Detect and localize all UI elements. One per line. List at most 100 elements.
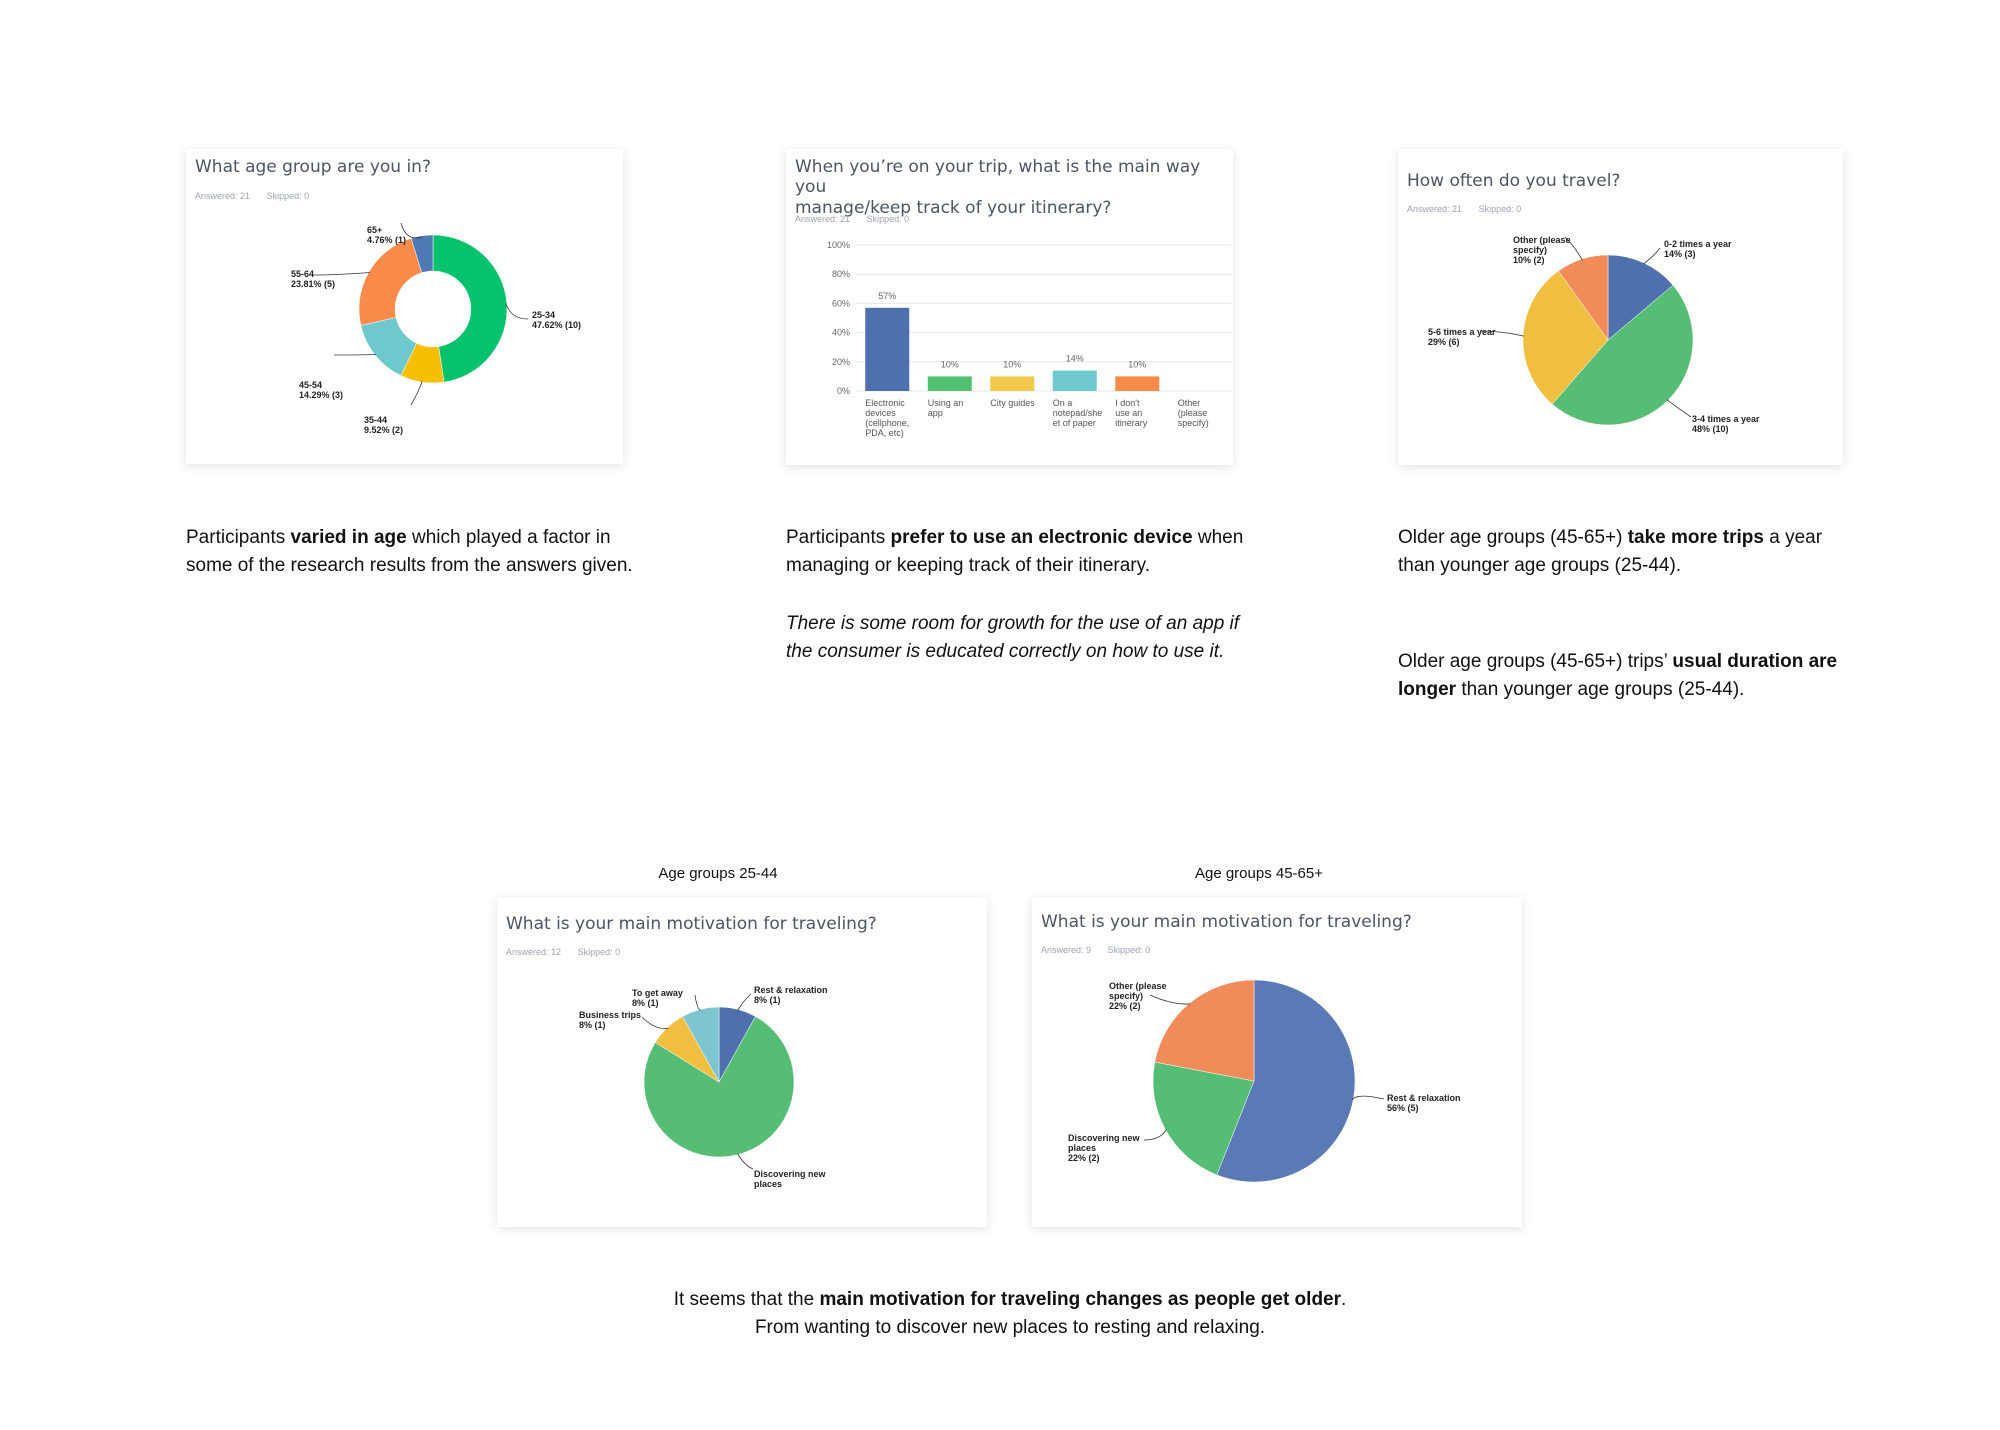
category-label: Other (please specify) [1178, 398, 1209, 428]
itinerary-card: When you’re on your trip, what is the ma… [786, 149, 1233, 465]
y-tick-label: 40% [832, 328, 850, 338]
answered-count: Answered: 21 [795, 214, 851, 224]
skipped-count: Skipped: 0 [577, 947, 621, 957]
category-label: Using an app [928, 398, 964, 418]
duration-insight-bold: usual duration are longer [1398, 651, 1838, 700]
slice-other-please-specify [1154, 979, 1255, 1082]
trips-insight-part2: a year than younger age groups (25-44). [1398, 527, 1823, 576]
duration-insight-part1: Older age groups (45-65+) trips’ [1398, 651, 1673, 672]
answered-count: Answered: 9 [1041, 945, 1092, 955]
leader-line-25-34 [505, 303, 529, 320]
slice-25-34 [432, 234, 508, 383]
slice-rest-relaxation [1216, 979, 1356, 1183]
trips-insight-bold: take more trips [1627, 527, 1764, 548]
slice-label-5-6-times-a-year: 5-6 times a year 29% (6) [1428, 327, 1496, 347]
bar-electronic-devices-cellphone-pda-etc [865, 307, 910, 391]
motivation-young-card: What is your main motivation for traveli… [497, 897, 987, 1227]
leader-line-other-please-specify [1149, 994, 1191, 1005]
itinerary-insight-bold: prefer to use an electronic device [890, 527, 1193, 548]
slice-label-discovering-new-places: Discovering new places [754, 1169, 827, 1189]
leader-line-discovering-new-places [737, 1153, 754, 1170]
slice-label-other-please-specify: Other (please specify) 22% (2) [1109, 981, 1167, 1011]
conclusion-part2: . [1341, 1289, 1347, 1310]
itinerary-meta: Answered: 21 Skipped: 0 [795, 214, 923, 224]
category-label: On a notepad/she et of paper [1053, 398, 1103, 428]
slice-label-business-trips: Business trips 8% (1) [579, 1010, 641, 1030]
bar-value-label: 10% [941, 359, 959, 369]
skipped-count: Skipped: 0 [266, 191, 310, 201]
skipped-count: Skipped: 0 [866, 214, 910, 224]
age-question-title: What age group are you in? [195, 157, 431, 177]
itinerary-bar-chart: 0% 20% 40% 60% 80% 100% 57% Electronic devices (c… [827, 240, 1231, 438]
category-label: I don't use an itinerary [1115, 398, 1148, 428]
leader-line-5-6-times-a-year [1479, 330, 1525, 337]
leader-line-other-please-specify [1564, 236, 1583, 261]
motivation-old-question: What is your main motivation for traveli… [1041, 912, 1412, 932]
bar-value-label: 10% [1128, 359, 1146, 369]
leader-line-business-trips [641, 1016, 668, 1030]
age-insight-part2: which played a factor in some of the res… [186, 527, 633, 576]
itinerary-question-line2: manage/keep track of your itinerary? [795, 197, 1112, 218]
bar-value-label: 10% [1003, 359, 1021, 369]
age-group-label-young: Age groups 25-44 [658, 865, 778, 882]
itinerary-insight-part2: when managing or keeping track of their … [786, 527, 1244, 576]
motivation-young-question: What is your main motivation for traveli… [506, 914, 877, 934]
slice-label-3-4-times-a-year: 3-4 times a year 48% (10) [1692, 414, 1760, 434]
y-tick-label: 100% [827, 240, 850, 250]
answered-count: Answered: 21 [195, 191, 251, 201]
leader-line-3-4-times-a-year [1666, 399, 1692, 418]
conclusion-part1: It seems that the [673, 1289, 820, 1310]
slice-label-discovering-new-places: Discovering new places 22% (2) [1068, 1133, 1141, 1163]
travel-frequency-card: How often do you travel? Answered: 21 Sk… [1398, 149, 1843, 465]
app-growth-note: There is some room for growth for the us… [786, 613, 1240, 662]
age-insight-bold: varied in age [290, 527, 407, 548]
slice-label-45-54: 45-54 14.29% (3) [299, 380, 343, 400]
slice-to-get-away [682, 1006, 720, 1083]
skipped-count: Skipped: 0 [1107, 945, 1151, 955]
leader-line-0-2-times-a-year [1643, 247, 1661, 265]
y-tick-label: 0% [837, 386, 850, 396]
slice-label-25-34: 25-34 47.62% (10) [532, 310, 581, 330]
motivation-young-meta: Answered: 12 Skipped: 0 [506, 947, 634, 957]
skipped-count: Skipped: 0 [1478, 204, 1522, 214]
y-tick-label: 60% [832, 298, 850, 308]
slice-discovering-new-places [1152, 1061, 1255, 1176]
bar-on-a-notepad-she-et-of-paper [1052, 370, 1097, 391]
leader-line-55-64 [313, 272, 370, 276]
conclusion-text: It seems that the main motivation for tr… [500, 1286, 1520, 1342]
itinerary-question-line1: When you’re on your trip, what is the ma… [795, 157, 1201, 198]
category-label: City guides [990, 398, 1035, 408]
travel-frequency-pie-chart: 0-2 times a year 14% (3) 3-4 times a year 4… [1428, 235, 1760, 434]
slice-label-0-2-times-a-year: 0-2 times a year 14% (3) [1664, 239, 1732, 259]
slice-label-55-64: 55-64 23.81% (5) [291, 269, 335, 289]
leader-line-rest-relaxation [737, 993, 752, 1011]
y-tick-label: 20% [832, 357, 850, 367]
age-group-card: What age group are you in? Answered: 21 … [186, 149, 623, 464]
age-group-label-old: Age groups 45-65+ [1194, 865, 1323, 882]
frequency-meta: Answered: 21 Skipped: 0 [1407, 204, 1535, 214]
category-label: Electronic devices (cellphone, PDA, etc) [865, 398, 909, 438]
itinerary-insight-text: Participants prefer to use an electronic… [786, 524, 1256, 580]
motivation-old-card: What is your main motivation for traveli… [1032, 897, 1522, 1227]
motivation-old-meta: Answered: 9 Skipped: 0 [1041, 945, 1164, 955]
age-insight-text: Participants varied in age which played … [186, 524, 636, 580]
conclusion-bold: main motivation for traveling changes as… [819, 1289, 1342, 1310]
slice-0-2-times-a-year [1607, 254, 1674, 341]
bar-i-don-t-use-an-itinerary [1115, 376, 1160, 391]
slice-label-rest-relaxation: Rest & relaxation 56% (5) [1387, 1093, 1461, 1113]
slice-55-64 [358, 237, 423, 326]
duration-insight-text: Older age groups (45-65+) trips’ usual d… [1398, 648, 1858, 704]
duration-insight-part2: than younger age groups (25-44). [1456, 679, 1745, 700]
leader-line-35-44 [410, 381, 423, 406]
leader-line-discovering-new-places [1143, 1128, 1167, 1141]
itinerary-question-title: When you’re on your trip, what is the ma… [795, 157, 1233, 218]
slice-label-to-get-away: To get away 8% (1) [632, 988, 683, 1008]
motivation-young-pie-chart: Rest & relaxation 8% (1) Discovering new pl… [579, 985, 828, 1189]
age-meta: Answered: 21 Skipped: 0 [195, 191, 323, 201]
bar-using-an-app [927, 376, 972, 391]
bar-value-label: 14% [1066, 354, 1084, 364]
slice-65 [410, 234, 434, 273]
slice-label-rest-relaxation: Rest & relaxation 8% (1) [754, 985, 828, 1005]
motivation-old-pie-chart: Rest & relaxation 56% (5) Discovering new p… [1068, 979, 1461, 1183]
bar-city-guides [990, 376, 1035, 391]
